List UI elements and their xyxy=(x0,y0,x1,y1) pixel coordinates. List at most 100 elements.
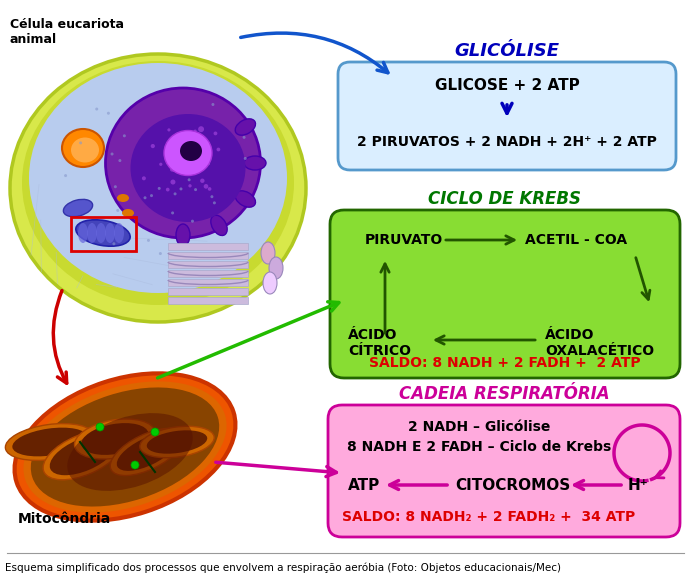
Circle shape xyxy=(211,195,214,198)
Circle shape xyxy=(64,174,67,177)
Circle shape xyxy=(79,142,82,145)
Circle shape xyxy=(151,144,155,148)
Text: 8 NADH E 2 FADH – Ciclo de Krebs: 8 NADH E 2 FADH – Ciclo de Krebs xyxy=(347,440,611,454)
Circle shape xyxy=(159,163,162,166)
Ellipse shape xyxy=(131,114,245,222)
Bar xyxy=(71,217,136,251)
Bar xyxy=(168,288,248,295)
Circle shape xyxy=(244,157,247,160)
Circle shape xyxy=(114,185,117,188)
Text: Esquema simplificado dos processos que envolvem a respiração aeróbia (Foto: Obje: Esquema simplificado dos processos que e… xyxy=(5,563,561,573)
Ellipse shape xyxy=(75,419,155,459)
Circle shape xyxy=(123,134,126,138)
Ellipse shape xyxy=(6,424,95,461)
Ellipse shape xyxy=(106,88,261,238)
Text: Mitocôndria: Mitocôndria xyxy=(18,512,111,526)
Ellipse shape xyxy=(12,427,88,456)
Ellipse shape xyxy=(263,272,277,294)
Ellipse shape xyxy=(117,433,178,471)
Ellipse shape xyxy=(43,430,123,480)
Circle shape xyxy=(159,252,162,255)
Circle shape xyxy=(118,159,122,162)
Circle shape xyxy=(198,126,204,132)
Ellipse shape xyxy=(62,129,104,167)
Ellipse shape xyxy=(111,429,184,476)
Ellipse shape xyxy=(105,223,115,243)
Ellipse shape xyxy=(180,141,202,161)
Circle shape xyxy=(113,243,115,245)
Circle shape xyxy=(211,103,214,106)
Circle shape xyxy=(150,194,153,197)
FancyBboxPatch shape xyxy=(330,210,680,378)
Bar xyxy=(168,279,248,286)
Ellipse shape xyxy=(67,413,193,491)
Text: GLICÓLISE: GLICÓLISE xyxy=(455,42,560,60)
Circle shape xyxy=(173,192,177,195)
Ellipse shape xyxy=(76,220,130,246)
Ellipse shape xyxy=(269,257,283,279)
Ellipse shape xyxy=(114,223,124,243)
Circle shape xyxy=(151,428,159,436)
Text: SALDO: 8 NADH₂ + 2 FADH₂ +  34 ATP: SALDO: 8 NADH₂ + 2 FADH₂ + 34 ATP xyxy=(342,510,636,524)
Circle shape xyxy=(186,162,191,168)
Circle shape xyxy=(171,180,176,185)
Circle shape xyxy=(166,188,169,191)
Ellipse shape xyxy=(164,131,212,175)
Text: ACETIL - COA: ACETIL - COA xyxy=(525,233,627,247)
Ellipse shape xyxy=(22,61,294,305)
Circle shape xyxy=(167,128,171,132)
Circle shape xyxy=(147,239,150,242)
Circle shape xyxy=(171,212,174,215)
Circle shape xyxy=(158,187,161,190)
Text: PIRUVATO: PIRUVATO xyxy=(365,233,443,247)
Ellipse shape xyxy=(235,191,256,207)
Text: Célula eucariota
animal: Célula eucariota animal xyxy=(10,18,124,46)
Circle shape xyxy=(193,129,197,132)
Ellipse shape xyxy=(23,381,227,512)
Circle shape xyxy=(170,167,174,171)
Ellipse shape xyxy=(71,138,99,163)
Circle shape xyxy=(142,176,146,180)
Bar xyxy=(168,252,248,259)
Bar xyxy=(168,297,248,304)
Ellipse shape xyxy=(10,54,306,322)
Ellipse shape xyxy=(235,119,256,135)
Circle shape xyxy=(111,153,113,156)
Ellipse shape xyxy=(87,223,97,243)
Circle shape xyxy=(180,187,182,191)
Text: ATP: ATP xyxy=(348,477,380,493)
Circle shape xyxy=(213,201,216,205)
Circle shape xyxy=(96,423,104,431)
Circle shape xyxy=(214,132,218,135)
Ellipse shape xyxy=(78,223,88,243)
Ellipse shape xyxy=(64,199,93,217)
Bar xyxy=(168,261,248,268)
Text: CITOCROMOS: CITOCROMOS xyxy=(455,477,570,493)
Ellipse shape xyxy=(176,224,190,246)
Ellipse shape xyxy=(31,388,219,507)
Circle shape xyxy=(189,184,191,188)
Bar xyxy=(168,243,248,250)
Bar xyxy=(168,270,248,277)
Ellipse shape xyxy=(146,430,207,454)
Circle shape xyxy=(95,107,98,111)
Ellipse shape xyxy=(140,426,214,458)
Circle shape xyxy=(131,461,139,469)
Circle shape xyxy=(190,166,195,170)
Text: GLICOSE + 2 ATP: GLICOSE + 2 ATP xyxy=(435,79,579,93)
Ellipse shape xyxy=(122,209,134,217)
Circle shape xyxy=(191,220,194,223)
Text: 2 PIRUVATOS + 2 NADH + 2H⁺ + 2 ATP: 2 PIRUVATOS + 2 NADH + 2H⁺ + 2 ATP xyxy=(357,135,657,149)
Ellipse shape xyxy=(117,194,129,202)
Text: 2 NADH – Glicólise: 2 NADH – Glicólise xyxy=(408,420,550,434)
Circle shape xyxy=(107,112,110,115)
Circle shape xyxy=(116,209,120,212)
Circle shape xyxy=(194,188,197,191)
Text: SALDO: 8 NADH + 2 FADH +  2 ATP: SALDO: 8 NADH + 2 FADH + 2 ATP xyxy=(369,356,641,370)
FancyBboxPatch shape xyxy=(338,62,676,170)
Circle shape xyxy=(144,196,146,199)
FancyBboxPatch shape xyxy=(328,405,680,537)
Ellipse shape xyxy=(15,373,236,521)
Text: ÁCIDO
CÍTRICO: ÁCIDO CÍTRICO xyxy=(348,328,411,358)
Circle shape xyxy=(188,178,191,181)
